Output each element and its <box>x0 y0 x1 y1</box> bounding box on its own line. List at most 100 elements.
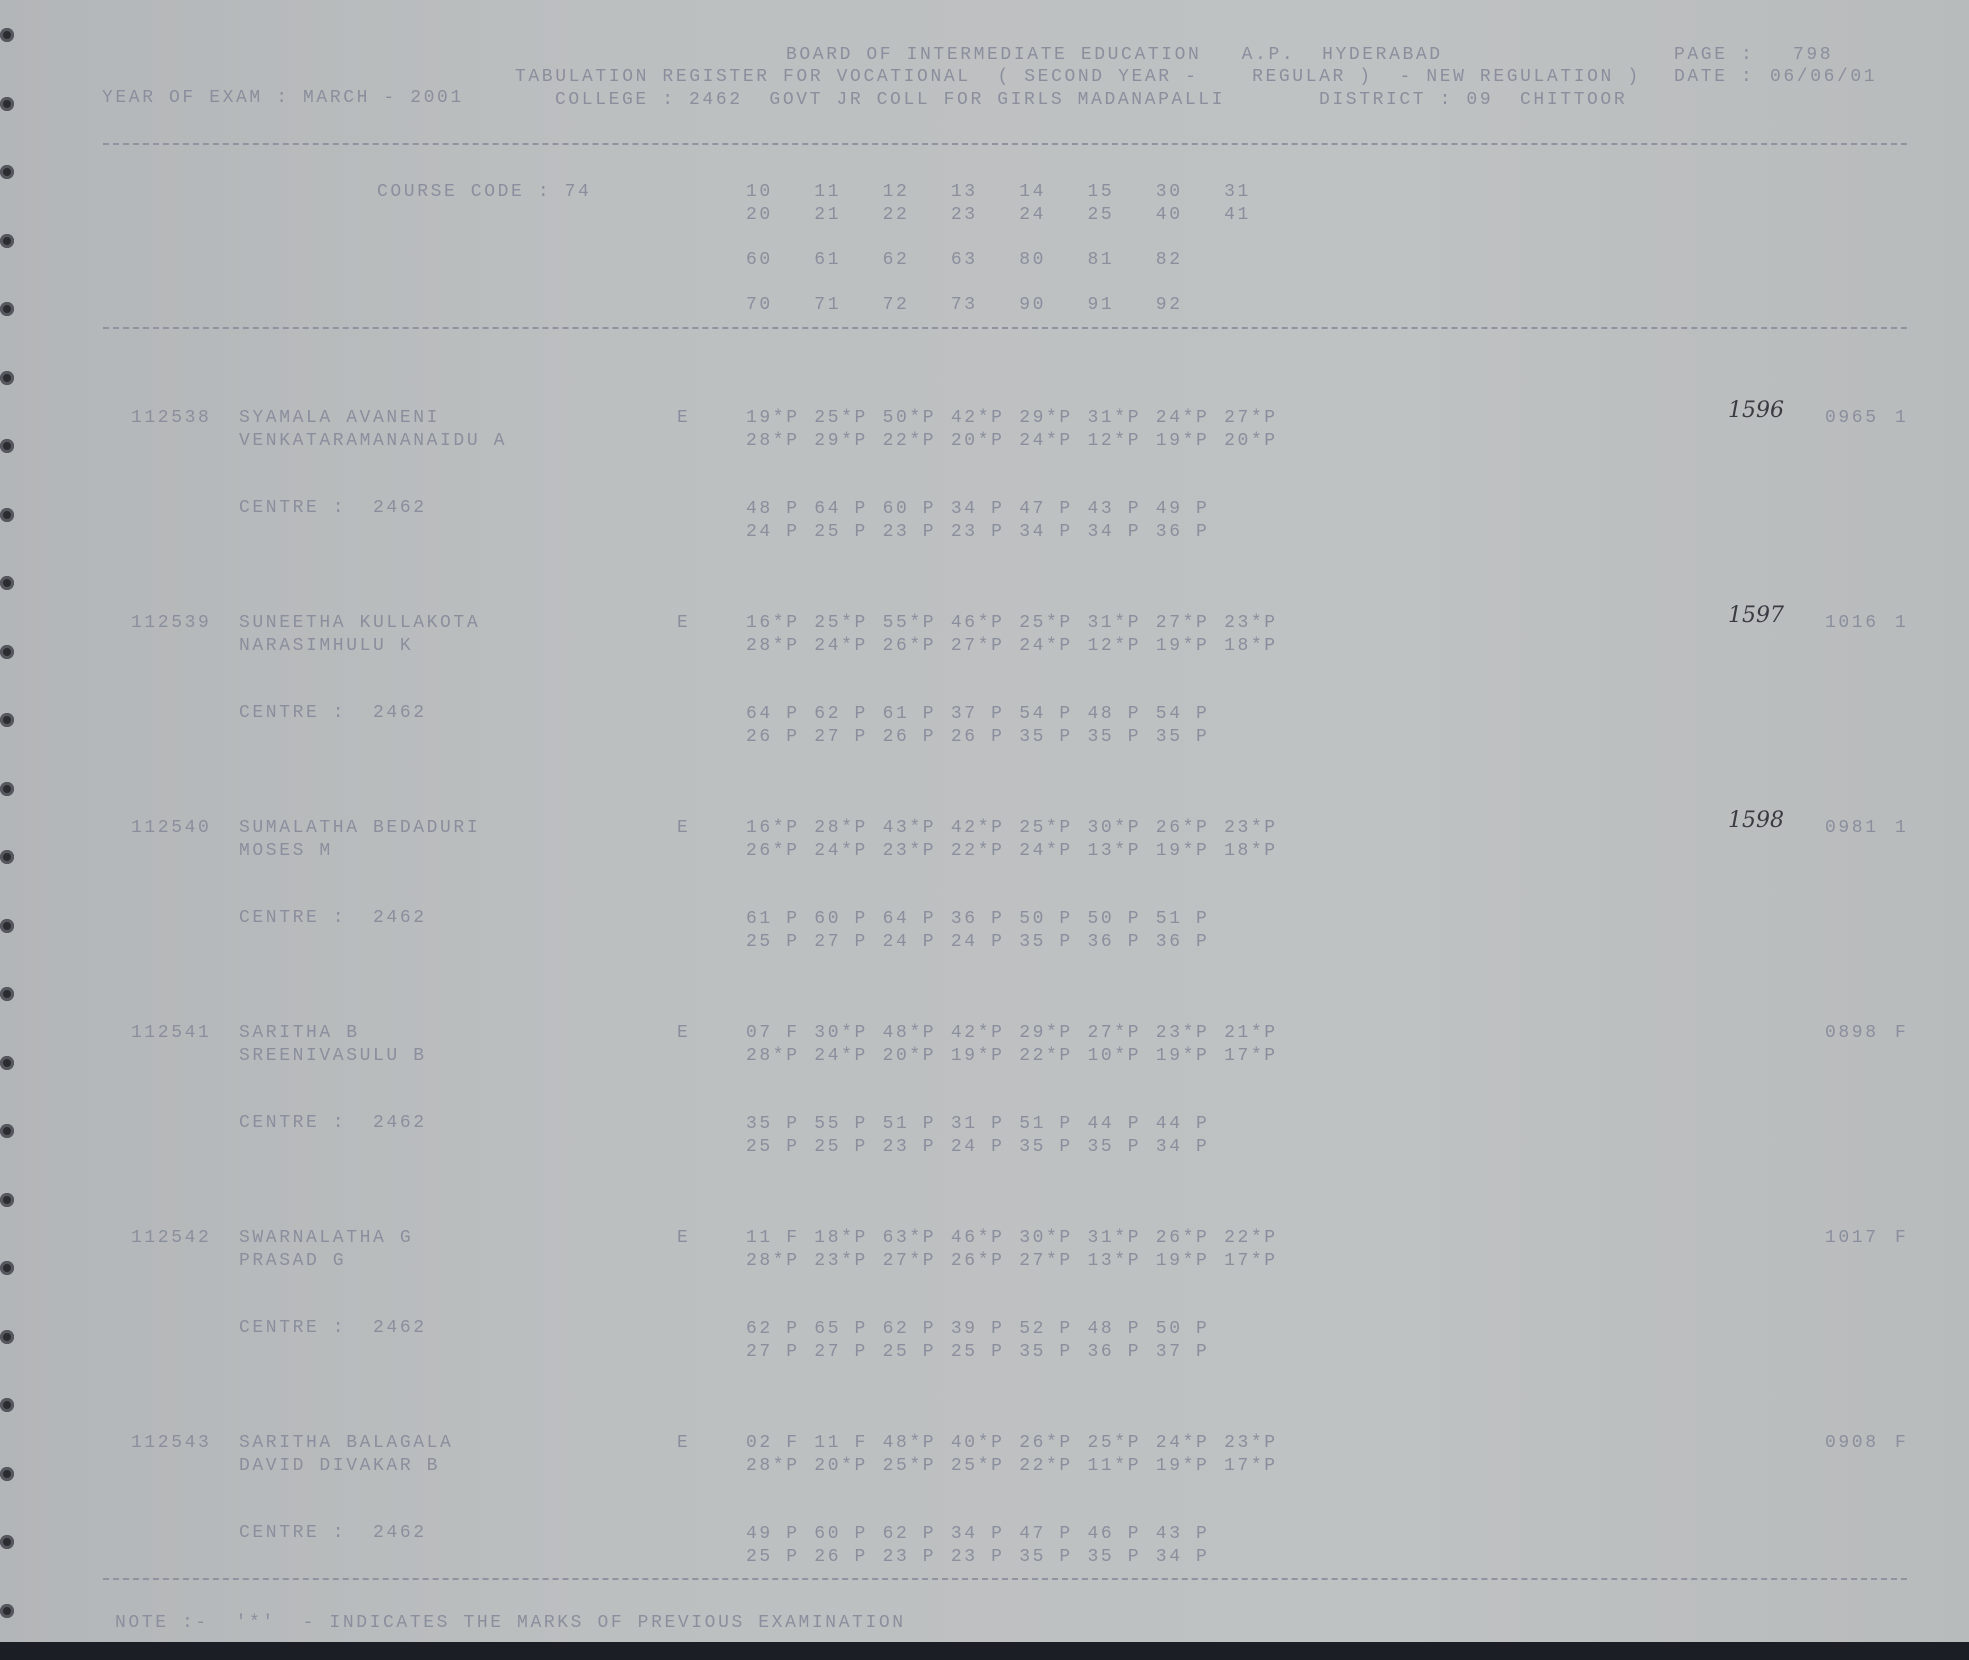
subject-mark: 64 P <box>882 909 937 929</box>
subject-mark: 62 P <box>746 1319 800 1339</box>
subject-mark: 18*P <box>814 1228 868 1248</box>
subject-code: 11 <box>814 182 842 202</box>
course-code: COURSE CODE : 74 <box>377 182 592 202</box>
medium: E <box>677 818 691 838</box>
subject-mark: 18*P <box>1224 636 1278 656</box>
parent-name: DAVID DIVAKAR B <box>239 1456 441 1476</box>
subject-mark: 27 P <box>814 727 868 747</box>
parent-name: VENKATARAMANANAIDU A <box>239 431 508 451</box>
subject-mark: 26*P <box>882 636 937 656</box>
subject-mark: 35 P <box>1087 1137 1142 1157</box>
subject-code: 92 <box>1155 295 1183 315</box>
subject-mark: 10*P <box>1087 1046 1142 1066</box>
roll-number: 112538 <box>131 408 212 428</box>
feed-hole <box>0 1261 14 1275</box>
feed-hole <box>0 370 14 385</box>
divider <box>103 143 1907 145</box>
subject-mark: 63*P <box>882 1228 937 1248</box>
feed-hole <box>0 987 14 1001</box>
subject-mark: 25*P <box>882 1456 937 1476</box>
handwritten-serial: 1596 <box>1728 398 1784 423</box>
subject-code: 82 <box>1155 250 1183 270</box>
parent-name: SREENIVASULU B <box>239 1046 427 1066</box>
student-name: SUNEETHA KULLAKOTA <box>239 613 481 633</box>
subject-mark: 60 P <box>882 499 937 519</box>
result: 1 <box>1895 613 1909 633</box>
total-marks: 0981 <box>1825 818 1879 838</box>
feed-hole <box>0 1124 14 1138</box>
subject-mark: 24*P <box>1019 841 1073 861</box>
subject-mark: 51 P <box>1155 909 1210 929</box>
feed-hole <box>0 1329 14 1344</box>
subject-mark: 25 P <box>950 1342 1005 1362</box>
subject-mark: 55 P <box>814 1114 868 1134</box>
subject-mark: 50 P <box>1155 1319 1210 1339</box>
feed-hole <box>0 165 14 179</box>
subject-mark: 23*P <box>1224 1433 1278 1453</box>
student-name: SYAMALA AVANENI <box>239 408 441 428</box>
subject-mark: 27*P <box>1087 1023 1142 1043</box>
subject-mark: 24*P <box>1155 1433 1210 1453</box>
result: 1 <box>1895 408 1909 428</box>
page-label: PAGE : <box>1674 45 1755 65</box>
subject-mark: 40*P <box>950 1433 1005 1453</box>
feed-hole <box>0 507 14 522</box>
subject-code: 13 <box>950 182 978 202</box>
subject-mark: 25*P <box>1019 613 1073 633</box>
subject-mark: 25 P <box>814 522 868 542</box>
subject-code: 41 <box>1224 205 1251 225</box>
subject-mark: 24 P <box>950 1137 1005 1157</box>
subject-mark: 35 P <box>1019 1342 1073 1362</box>
centre: CENTRE : 2462 <box>239 498 427 518</box>
subject-mark: 16*P <box>746 613 800 633</box>
subject-code: 10 <box>746 182 773 202</box>
subject-mark: 35 P <box>1087 1547 1142 1567</box>
subject-mark: 26*P <box>1155 1228 1210 1248</box>
subject-mark: 50 P <box>1087 909 1142 929</box>
roll-number: 112539 <box>131 613 212 633</box>
subject-code: 71 <box>814 295 842 315</box>
subject-mark: 22*P <box>950 841 1005 861</box>
subject-code: 20 <box>746 205 773 225</box>
feed-hole <box>0 1192 14 1207</box>
subject-mark: 50 P <box>1019 909 1073 929</box>
subject-mark: 46 P <box>1087 1524 1142 1544</box>
subject-mark: 07 F <box>746 1023 800 1043</box>
subject-code: 23 <box>950 205 978 225</box>
subject-mark: 28*P <box>746 431 800 451</box>
subject-mark: 29*P <box>1019 408 1073 428</box>
date-label: DATE : <box>1674 67 1755 87</box>
feed-hole <box>0 233 14 248</box>
subject-mark: 27 P <box>814 932 868 952</box>
college-info: COLLEGE : 2462 GOVT JR COLL FOR GIRLS MA… <box>555 90 1226 110</box>
subject-mark: 42*P <box>950 818 1005 838</box>
subject-code: 73 <box>950 295 978 315</box>
subject-mark: 28*P <box>814 818 868 838</box>
subject-code: 12 <box>882 182 910 202</box>
subject-mark: 61 P <box>746 909 800 929</box>
student-name: SWARNALATHA G <box>239 1228 414 1248</box>
subject-mark: 34 P <box>1019 522 1073 542</box>
subject-mark: 19*P <box>1155 841 1210 861</box>
subject-mark: 02 F <box>746 1433 800 1453</box>
parent-name: NARASIMHULU K <box>239 636 414 656</box>
subject-mark: 62 P <box>814 704 868 724</box>
subject-mark: 11*P <box>1087 1456 1142 1476</box>
subject-mark: 23*P <box>814 1251 868 1271</box>
subject-mark: 47 P <box>1019 499 1073 519</box>
subject-mark: 26*P <box>1155 818 1210 838</box>
subject-mark: 51 P <box>1019 1114 1073 1134</box>
subject-mark: 35 P <box>1019 932 1073 952</box>
subject-code: 14 <box>1019 182 1046 202</box>
subject-mark: 23 P <box>882 522 937 542</box>
feed-hole <box>0 302 14 316</box>
handwritten-serial: 1597 <box>1728 603 1784 628</box>
subject-code: 30 <box>1155 182 1183 202</box>
scanner-edge <box>0 1642 1969 1660</box>
subject-code: 24 <box>1019 205 1046 225</box>
subject-mark: 24 P <box>950 932 1005 952</box>
subject-mark: 37 P <box>1155 1342 1210 1362</box>
parent-name: MOSES M <box>239 841 333 861</box>
subject-mark: 19*P <box>1155 1251 1210 1271</box>
